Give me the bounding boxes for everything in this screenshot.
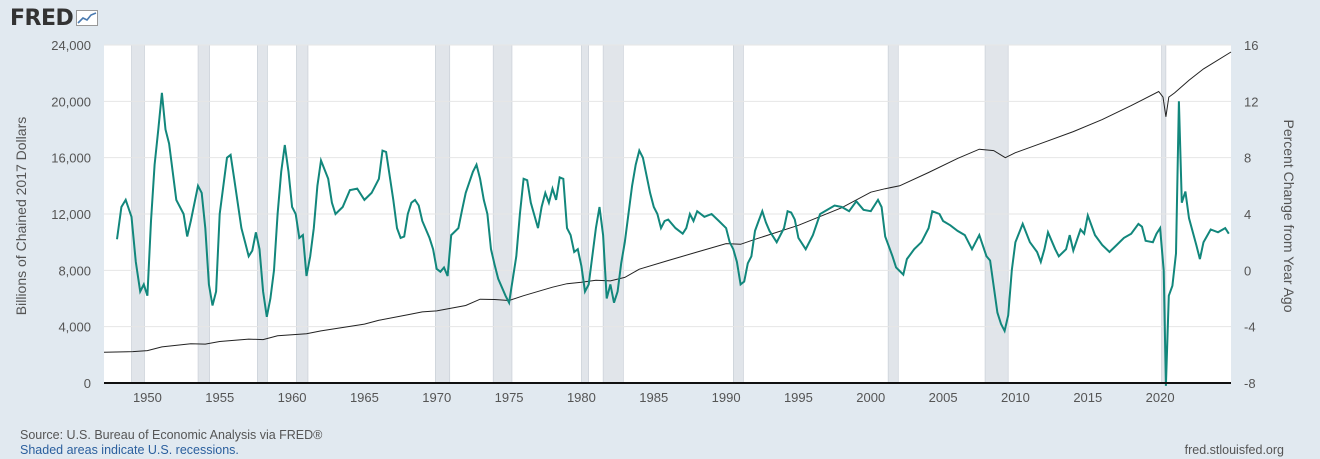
y-left-tick-label: 16,000 — [51, 151, 91, 166]
y-right-tick-label: 8 — [1244, 151, 1251, 166]
site-url[interactable]: fred.stlouisfed.org — [1185, 443, 1284, 457]
x-tick-label: 1980 — [567, 390, 596, 405]
x-tick-label: 1990 — [712, 390, 741, 405]
x-tick-label: 2005 — [929, 390, 958, 405]
y-left-tick-label: 24,000 — [51, 38, 91, 53]
x-tick-label: 1970 — [422, 390, 451, 405]
x-tick-label: 1955 — [205, 390, 234, 405]
y-right-tick-label: 16 — [1244, 38, 1258, 53]
recession-note-link[interactable]: Shaded areas indicate U.S. recessions. — [20, 443, 322, 458]
x-tick-label: 2000 — [856, 390, 885, 405]
y-left-tick-label: 12,000 — [51, 207, 91, 222]
y-right-tick-label: 12 — [1244, 94, 1258, 109]
x-tick-label: 2020 — [1146, 390, 1175, 405]
y-left-tick-label: 20,000 — [51, 94, 91, 109]
y-right-axis-title: Percent Change from Year Ago — [1281, 119, 1297, 312]
y-left-tick-label: 8,000 — [58, 263, 91, 278]
x-tick-label: 1975 — [495, 390, 524, 405]
x-tick-label: 2015 — [1073, 390, 1102, 405]
x-tick-label: 1950 — [133, 390, 162, 405]
x-tick-label: 1985 — [639, 390, 668, 405]
source-note: Source: U.S. Bureau of Economic Analysis… — [20, 428, 322, 458]
y-left-tick-label: 0 — [84, 376, 91, 391]
y-right-tick-label: -4 — [1244, 320, 1256, 335]
y-right-tick-label: -8 — [1244, 376, 1256, 391]
y-right-tick-label: 4 — [1244, 207, 1251, 222]
x-tick-label: 1995 — [784, 390, 813, 405]
chart: 0 -8 4,000 -4 8,000 0 12,000 4 16,000 8 20,000 12 24… — [0, 0, 1320, 425]
y-right-tick-label: 0 — [1244, 263, 1251, 278]
source-text: Source: U.S. Bureau of Economic Analysis… — [20, 428, 322, 442]
y-left-tick-label: 4,000 — [58, 320, 91, 335]
x-tick-label: 2010 — [1001, 390, 1030, 405]
x-tick-label: 1965 — [350, 390, 379, 405]
y-left-axis-title: Billions of Chained 2017 Dollars — [13, 117, 29, 315]
x-tick-label: 1960 — [278, 390, 307, 405]
